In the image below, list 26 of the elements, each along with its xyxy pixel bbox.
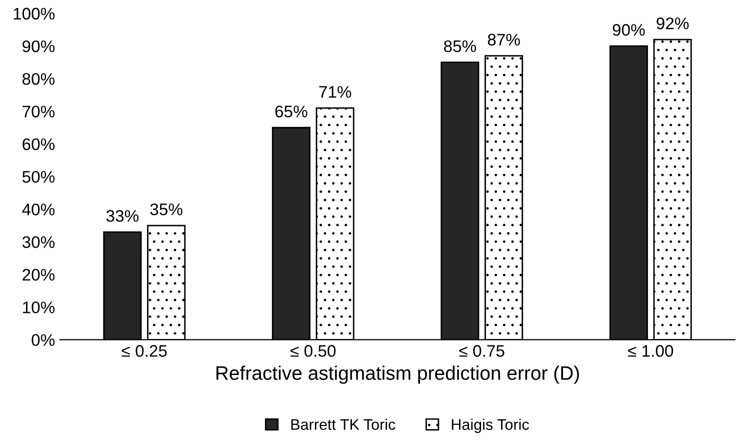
data-label: 85%: [444, 40, 476, 52]
data-label: 65%: [275, 106, 308, 118]
x-tick-label: ≤ 0.25: [122, 345, 167, 357]
y-tick-label: 80%: [22, 73, 55, 85]
y-tick-label: 50%: [22, 170, 55, 183]
data-label: 35%: [150, 203, 182, 216]
y-tick-label: 90%: [22, 40, 55, 52]
y-tick-label: 100%: [14, 8, 55, 20]
x-tick-label: ≤ 0.50: [290, 345, 336, 357]
data-label: 92%: [656, 17, 689, 30]
y-tick-label: 10%: [23, 301, 55, 314]
x-tick-label: ≤ 1.00: [628, 345, 674, 357]
y-tick-label: 30%: [22, 236, 55, 248]
legend-label: Haigis Toric: [452, 418, 529, 433]
x-axis-title: Refractive astigmatism prediction error (D): [216, 366, 579, 384]
data-label: 71%: [319, 86, 352, 98]
y-tick-label: 20%: [22, 268, 55, 281]
data-label: 90%: [612, 24, 645, 36]
data-label: 87%: [488, 34, 520, 46]
y-tick-label: 40%: [22, 204, 55, 216]
y-tick-label: 60%: [22, 138, 55, 150]
legend-label: Barrett TK Toric: [291, 418, 396, 430]
x-tick-label: ≤ 0.75: [459, 345, 504, 357]
data-label: 33%: [106, 210, 139, 222]
y-tick-label: 0%: [32, 334, 55, 346]
y-tick-label: 70%: [22, 106, 55, 118]
